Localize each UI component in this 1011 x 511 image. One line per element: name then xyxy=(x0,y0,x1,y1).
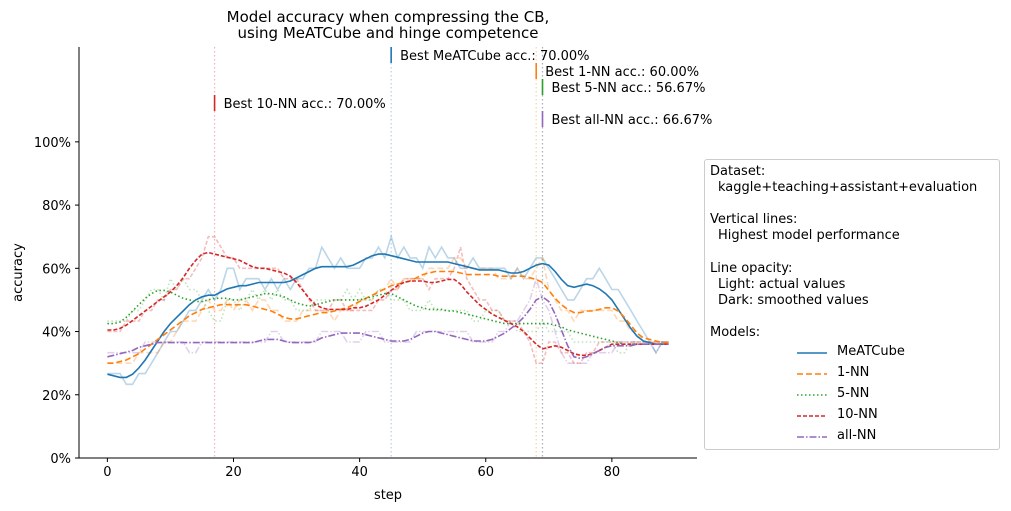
smooth-line-all-nn xyxy=(107,295,669,360)
legend-item-label: MeATCube xyxy=(837,344,905,359)
legend-item-label: all-NN xyxy=(837,428,877,443)
legend-models-title: Models: xyxy=(710,325,761,340)
x-axis-label: step xyxy=(374,488,402,503)
x-tick-label: 60 xyxy=(477,465,494,480)
y-tick-label: 100% xyxy=(34,136,71,151)
legend-vlines-title: Vertical lines: xyxy=(710,212,798,227)
axes: 0 20 40 60 80 0% 20% 40% 60% 80% 100% step accuracy xyxy=(11,47,697,503)
smoothed-series-lines xyxy=(107,251,669,379)
best-label-all-nn: Best all-NN acc.: 66.67% xyxy=(552,113,713,128)
legend-opacity-light: Light: actual values xyxy=(718,277,846,292)
title-line: using MeATCube and hinge competence xyxy=(238,24,539,42)
legend-swatch xyxy=(797,373,827,375)
legend-swatch xyxy=(797,394,827,396)
title-line: Model accuracy when compressing the CB, xyxy=(227,8,550,26)
legend-opacity-title: Line opacity: xyxy=(710,261,793,276)
legend-swatch xyxy=(797,415,827,417)
best-label-1-nn: Best 1-NN acc.: 60.00% xyxy=(545,65,699,80)
y-axis-label: accuracy xyxy=(11,243,26,302)
legend-vlines-value: Highest model performance xyxy=(718,228,900,243)
x-tick-label: 80 xyxy=(604,465,621,480)
best-label-meatcube: Best MeATCube acc.: 70.00% xyxy=(400,49,589,64)
smooth-line-5-nn xyxy=(107,289,669,345)
x-tick-label: 20 xyxy=(225,465,242,480)
legend-item-label: 1-NN xyxy=(837,365,870,380)
raw-line-1-nn xyxy=(107,255,669,364)
legend-item-label: 5-NN xyxy=(837,386,870,401)
y-tick-label: 20% xyxy=(42,389,71,404)
x-tick-label: 0 xyxy=(103,465,111,480)
legend-swatch xyxy=(797,352,827,354)
y-tick-label: 80% xyxy=(42,199,71,214)
smooth-line-1-nn xyxy=(107,270,669,364)
best-label-5-nn: Best 5-NN acc.: 56.67% xyxy=(552,81,706,96)
raw-line-all-nn xyxy=(107,275,669,364)
legend-dataset-title: Dataset: xyxy=(710,164,766,179)
legend: Dataset: kaggle+teaching+assistant+evalu… xyxy=(704,159,1000,450)
best-label-10-nn: Best 10-NN acc.: 70.00% xyxy=(224,97,386,112)
legend-swatch xyxy=(797,436,827,438)
y-tick-label: 0% xyxy=(50,452,71,467)
chart-title: Model accuracy when compressing the CB,u… xyxy=(227,8,550,42)
legend-opacity-dark: Dark: smoothed values xyxy=(718,293,869,308)
y-tick-label: 40% xyxy=(42,326,71,341)
smooth-line-meatcube xyxy=(107,253,669,379)
y-tick-label: 60% xyxy=(42,262,71,277)
raw-series-lines xyxy=(107,233,669,386)
raw-line-10-nn xyxy=(107,235,669,364)
legend-item-label: 10-NN xyxy=(837,407,878,422)
x-tick-label: 40 xyxy=(351,465,368,480)
best-markers: Best MeATCube acc.: 70.00%Best 1-NN acc.… xyxy=(213,47,713,128)
raw-line-meatcube xyxy=(107,233,669,386)
legend-dataset-value: kaggle+teaching+assistant+evaluation xyxy=(718,180,978,195)
smooth-line-10-nn xyxy=(107,251,669,357)
